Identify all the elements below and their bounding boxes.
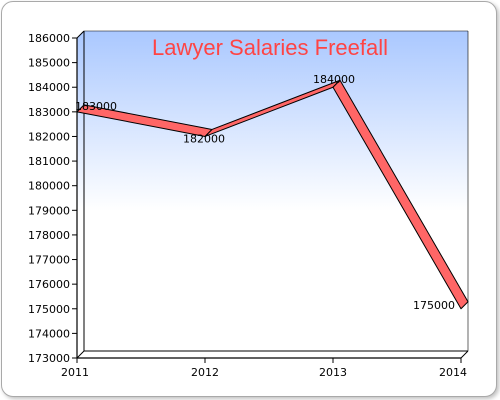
series-line	[76, 79, 469, 310]
y-tick-label: 175000	[28, 303, 70, 316]
y-tick-label: 180000	[28, 180, 70, 193]
axes	[72, 30, 469, 363]
plot-background	[77, 31, 468, 358]
data-label: 183000	[75, 100, 117, 113]
y-axis-depth	[76, 30, 85, 39]
y-tick-label: 177000	[28, 254, 70, 267]
x-tick-labels: 2011 2012 2013 2014	[61, 366, 467, 379]
data-label: 175000	[413, 299, 455, 312]
x-tick-label: 2011	[61, 366, 89, 379]
y-tick-label: 184000	[28, 81, 70, 94]
y-tick-label: 183000	[28, 106, 70, 119]
y-tick-label: 174000	[28, 327, 70, 340]
data-label: 182000	[183, 132, 225, 145]
floor-right-edge	[460, 350, 469, 359]
x-tick-label: 2012	[191, 366, 219, 379]
y-tick-labels: 173000 174000 175000 176000 177000 178000 1790…	[28, 32, 70, 365]
chart-title: Lawyer Salaries Freefall	[152, 35, 388, 60]
y-tick-label: 185000	[28, 57, 70, 70]
line-segment	[332, 79, 469, 310]
y-tick-label: 186000	[28, 32, 70, 45]
x-tick-label: 2013	[319, 366, 347, 379]
x-tick-label: 2014	[439, 366, 467, 379]
y-tick-label: 181000	[28, 155, 70, 168]
y-tick-label: 178000	[28, 229, 70, 242]
data-label: 184000	[313, 73, 355, 86]
y-tick-label: 173000	[28, 352, 70, 365]
y-tick-label: 176000	[28, 278, 70, 291]
data-labels: 183000 182000 184000 175000	[75, 73, 455, 312]
floor-left-edge	[76, 350, 85, 359]
plot-area	[77, 31, 468, 358]
y-tick-label: 179000	[28, 204, 70, 217]
y-tick-label: 182000	[28, 130, 70, 143]
